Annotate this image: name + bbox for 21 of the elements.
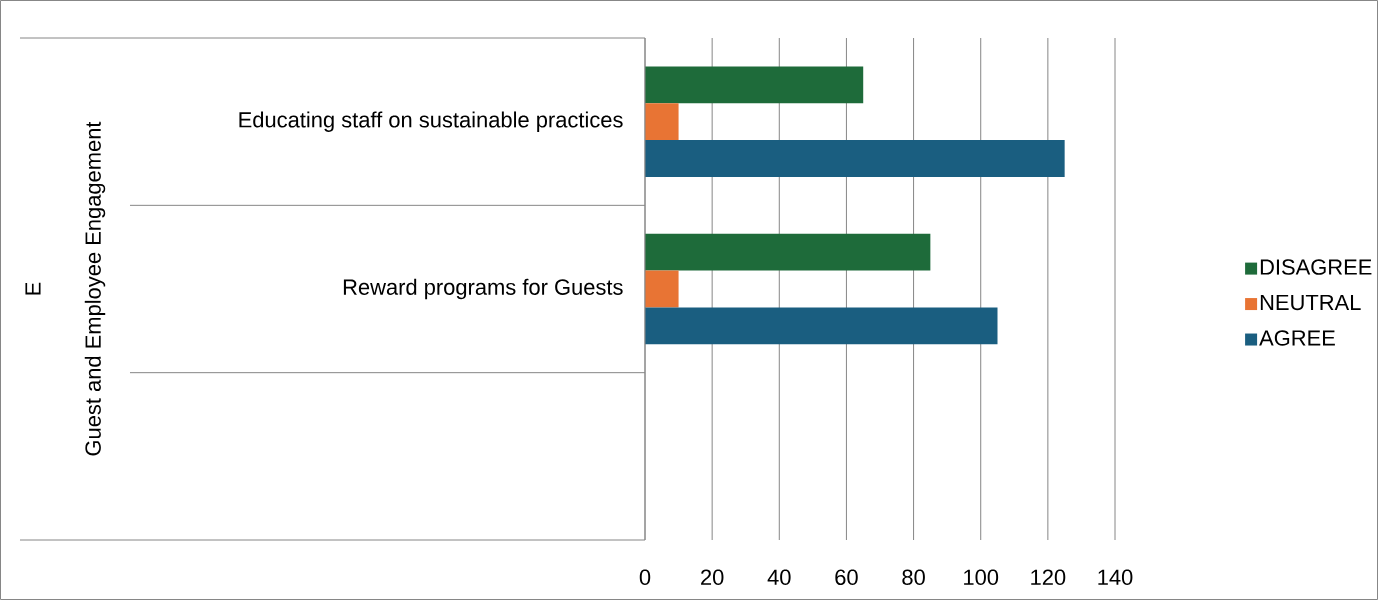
bar	[645, 307, 998, 345]
bar	[645, 270, 679, 308]
bar	[645, 233, 931, 271]
legend-label: NEUTRAL	[1260, 294, 1361, 311]
text: E	[25, 282, 41, 295]
legend-label: AGREE	[1259, 330, 1335, 346]
y-tick-label: Reward programs for Guests	[343, 278, 623, 300]
bar	[645, 103, 679, 141]
x-tick-label: 0	[639, 569, 651, 586]
legend-label: DISAGREE	[1260, 259, 1372, 275]
x-tick-label: 100	[964, 569, 999, 586]
x-tick-label: 20	[701, 569, 724, 586]
x-tick-label: 40	[767, 569, 791, 586]
text: Guest and Employee Engagement	[84, 121, 106, 456]
x-tick-label: 140	[1098, 569, 1133, 586]
bar	[645, 140, 1065, 177]
y-tick-label: Educating staff on sustainable practices	[239, 111, 623, 132]
x-tick-label: 80	[902, 569, 925, 586]
x-tick-label: 60	[835, 569, 858, 586]
bar	[645, 66, 864, 104]
x-tick-label: 120	[1031, 569, 1066, 586]
